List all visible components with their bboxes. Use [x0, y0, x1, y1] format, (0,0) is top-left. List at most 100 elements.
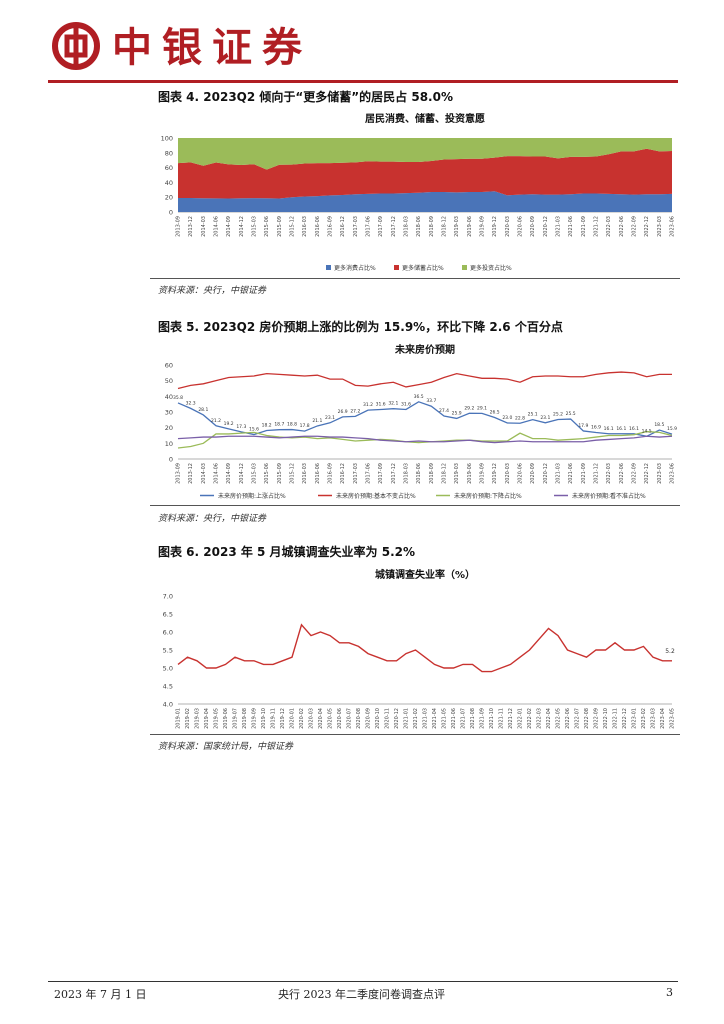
- x-tick-label: 2019-06: [223, 708, 229, 729]
- chart-title: 居民消费、储蓄、投资意愿: [365, 112, 485, 125]
- x-tick-label: 2021-04: [432, 708, 438, 729]
- data-label: 26.5: [490, 409, 500, 415]
- x-tick-label: 2015-09: [277, 463, 283, 484]
- y-tick-label: 6.0: [163, 629, 173, 637]
- x-tick-label: 2021-06: [451, 708, 457, 729]
- figure-6-frame: [150, 562, 680, 735]
- x-tick-label: 2022-04: [546, 708, 552, 729]
- line-series: [177, 371, 672, 390]
- x-tick-label: 2018-12: [442, 216, 448, 237]
- data-label: 22.8: [515, 415, 525, 421]
- brand-name: 中银证券: [112, 24, 312, 71]
- data-label: 15.9: [667, 426, 677, 432]
- x-tick-label: 2016-03: [302, 216, 308, 237]
- x-tick-label: 2022-03: [537, 708, 543, 729]
- x-tick-label: 2022-09: [632, 463, 638, 484]
- figure-5-source: 资料来源：央行，中银证券: [158, 514, 267, 524]
- x-tick-label: 2023-03: [651, 708, 657, 729]
- y-tick-label: 0: [169, 209, 173, 217]
- x-tick-label: 2014-09: [226, 216, 232, 237]
- data-label: 18.8: [287, 422, 297, 428]
- x-tick-label: 2022-12: [644, 216, 650, 237]
- line-series: [177, 401, 673, 437]
- x-tick-label: 2020-02: [299, 708, 305, 729]
- legend-swatch: [326, 265, 331, 270]
- data-label: 18.5: [654, 422, 664, 428]
- x-tick-label: 2017-03: [353, 216, 359, 237]
- x-tick-label: 2018-03: [404, 463, 410, 484]
- data-label: 17.8: [300, 423, 310, 429]
- legend-label: 未来房价预期:看不准占比%: [572, 492, 646, 500]
- x-tick-label: 2022-06: [565, 708, 571, 729]
- x-tick-label: 2020-06: [337, 708, 343, 729]
- x-tick-label: 2020-09: [366, 708, 372, 729]
- data-label: 32.1: [388, 401, 398, 407]
- x-tick-label: 2021-03: [556, 463, 562, 484]
- x-tick-label: 2022-09: [594, 708, 600, 729]
- x-tick-label: 2022-02: [527, 708, 533, 729]
- data-label: 25.5: [566, 411, 576, 417]
- x-tick-label: 2021-12: [594, 463, 600, 484]
- x-tick-label: 2020-12: [394, 708, 400, 729]
- x-tick-label: 2019-09: [480, 463, 486, 484]
- x-tick-label: 2016-12: [340, 216, 346, 237]
- x-tick-label: 2020-12: [543, 216, 549, 237]
- y-tick-label: 20: [165, 194, 173, 202]
- line-series: [177, 430, 673, 449]
- x-tick-label: 2020-05: [328, 708, 334, 729]
- figure-6-title: 图表 6. 2023 年 5 月城镇调查失业率为 5.2%: [158, 545, 416, 559]
- x-tick-label: 2021-07: [461, 708, 467, 729]
- data-label: 23.0: [502, 415, 512, 421]
- x-tick-label: 2019-12: [492, 463, 498, 484]
- x-tick-label: 2019-04: [204, 708, 210, 729]
- legend-swatch: [462, 265, 467, 270]
- x-tick-label: 2023-03: [657, 463, 663, 484]
- x-tick-label: 2023-04: [660, 708, 666, 729]
- line-series: [177, 623, 672, 673]
- x-tick-label: 2014-06: [214, 216, 220, 237]
- x-tick-label: 2021-06: [568, 463, 574, 484]
- x-tick-label: 2020-10: [375, 708, 381, 729]
- y-tick-label: 60: [165, 362, 173, 370]
- x-tick-label: 2021-05: [442, 708, 448, 729]
- x-tick-label: 2022-06: [619, 463, 625, 484]
- x-tick-label: 2019-03: [454, 216, 460, 237]
- legend-swatch: [394, 265, 399, 270]
- x-tick-label: 2019-08: [242, 708, 248, 729]
- x-tick-label: 2019-05: [214, 708, 220, 729]
- figure-5-title: 图表 5. 2023Q2 房价预期上涨的比例为 15.9%，环比下降 2.6 个…: [158, 320, 563, 334]
- header-rule: [48, 80, 678, 83]
- x-tick-label: 2013-12: [188, 463, 194, 484]
- data-label: 33.7: [426, 398, 436, 404]
- x-tick-label: 2021-03: [556, 216, 562, 237]
- x-tick-label: 2019-03: [195, 708, 201, 729]
- x-tick-label: 2021-12: [594, 216, 600, 237]
- x-tick-label: 2016-12: [340, 463, 346, 484]
- x-tick-label: 2015-12: [290, 463, 296, 484]
- data-label: 16.1: [629, 426, 639, 432]
- y-tick-label: 7.0: [163, 593, 173, 601]
- legend-label: 未来房价预期:上涨占比%: [218, 492, 286, 500]
- figure-4-chart: 居民消费、储蓄、投资意愿 0 20 40 60 80 100 2013-09 2013-12 20…: [161, 112, 676, 272]
- data-label: 25.9: [452, 410, 462, 416]
- x-tick-label: 2022-01: [518, 708, 524, 729]
- x-tick-label: 2020-07: [347, 708, 353, 729]
- x-tick-label: 2019-12: [280, 708, 286, 729]
- y-tick-label: 5.5: [163, 647, 173, 655]
- x-tick-label: 2020-09: [530, 463, 536, 484]
- x-tick-label: 2019-06: [467, 463, 473, 484]
- x-tick-label: 2021-09: [581, 216, 587, 237]
- x-tick-label: 2021-02: [413, 708, 419, 729]
- y-tick-label: 0: [169, 456, 173, 464]
- x-tick-label: 2021-01: [404, 708, 410, 729]
- x-tick-label: 2022-11: [613, 708, 619, 729]
- x-tick-label: 2019-03: [454, 463, 460, 484]
- x-tick-label: 2014-06: [214, 463, 220, 484]
- x-tick-label: 2015-03: [252, 463, 258, 484]
- legend-label: 更多消费占比%: [334, 264, 376, 272]
- data-label: 21.2: [211, 418, 221, 424]
- data-label: 27.4: [439, 408, 449, 414]
- x-tick-label: 2022-12: [644, 463, 650, 484]
- x-tick-label: 2013-09: [176, 216, 182, 237]
- x-tick-label: 2017-03: [353, 463, 359, 484]
